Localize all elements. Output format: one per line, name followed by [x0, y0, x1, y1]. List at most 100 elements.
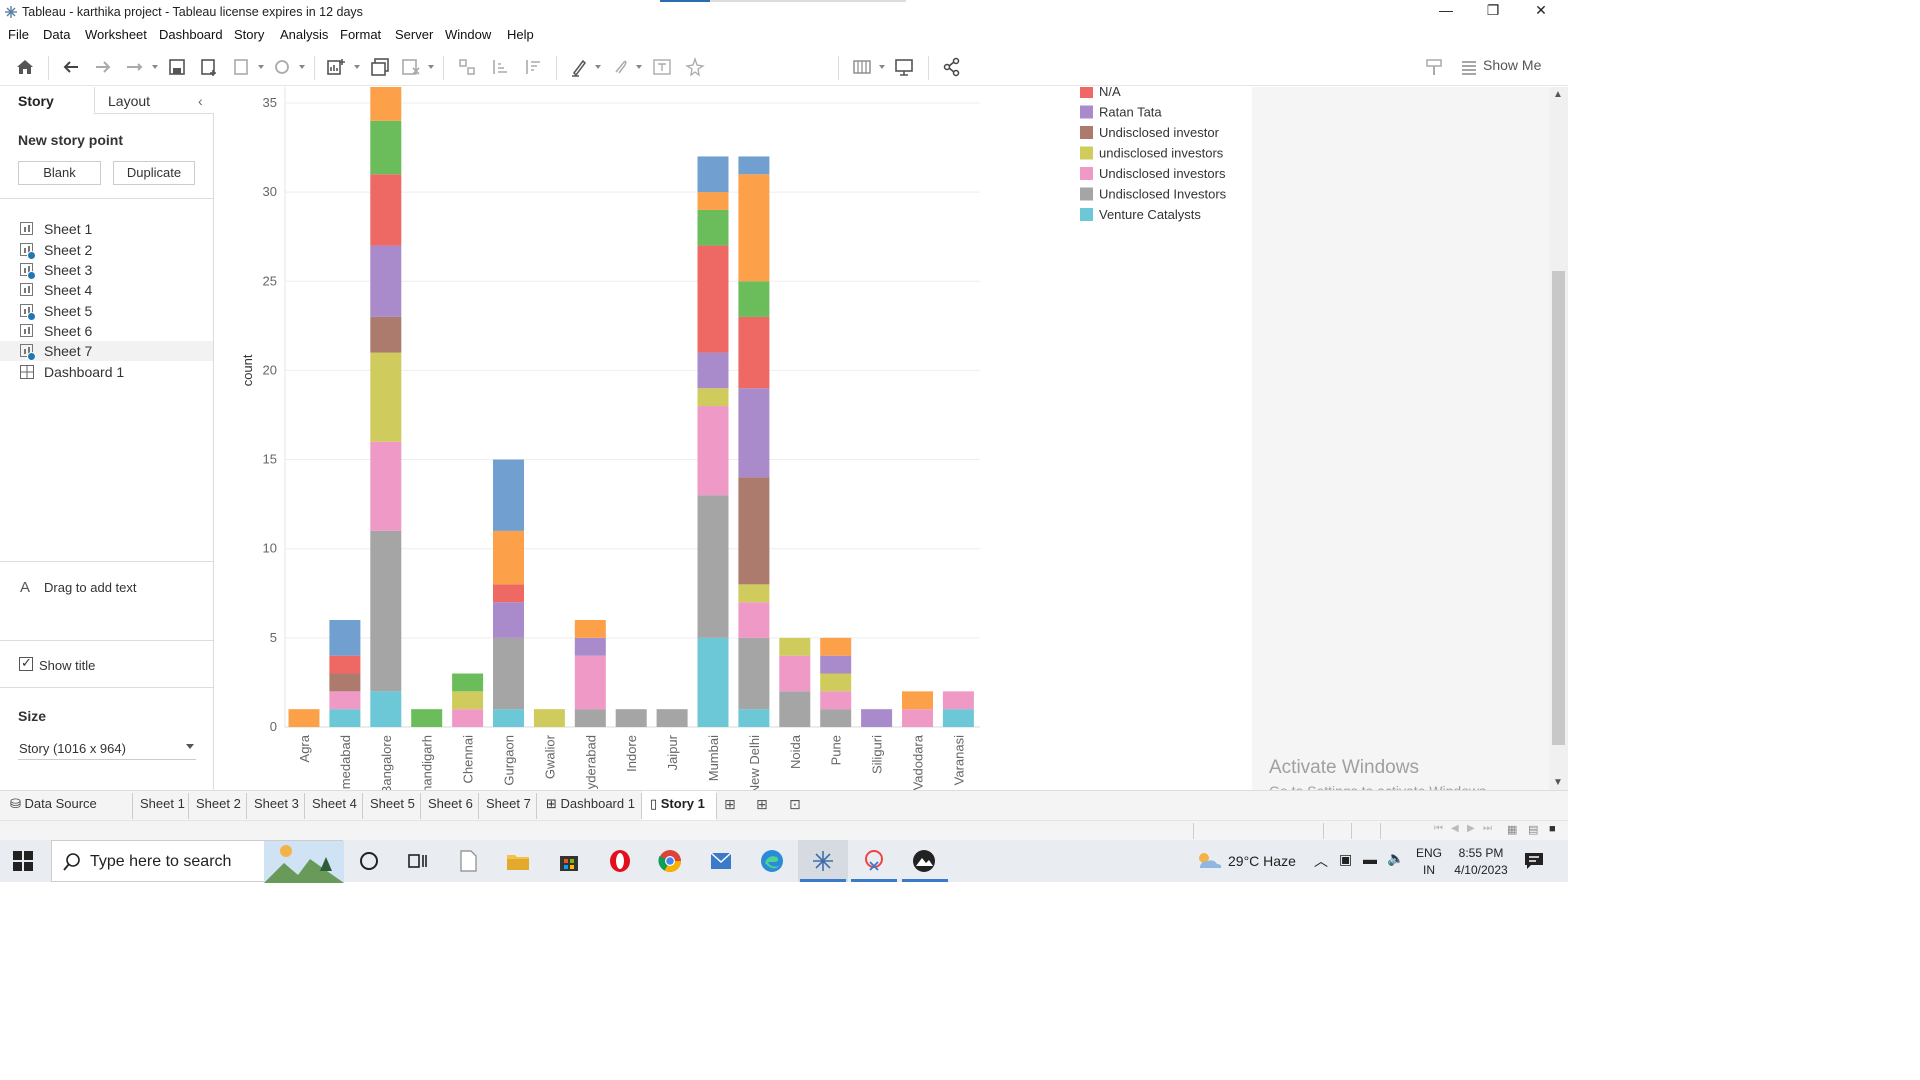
pause-updates-icon[interactable] — [230, 56, 252, 78]
meet-now-icon[interactable]: ▣ — [1339, 851, 1353, 867]
replay-dropdown-icon[interactable] — [152, 65, 158, 69]
notifications-icon[interactable] — [1523, 851, 1545, 871]
fix-axes-icon[interactable] — [684, 56, 706, 78]
highlight-dropdown-icon[interactable] — [595, 65, 601, 69]
menu-file[interactable]: File — [8, 27, 29, 42]
swap-rows-columns-icon[interactable] — [456, 56, 478, 78]
menu-dashboard[interactable]: Dashboard — [159, 27, 223, 42]
menu-format[interactable]: Format — [340, 27, 382, 42]
tab-sheet-2[interactable]: Sheet 2 — [196, 796, 241, 811]
menu-data[interactable]: Data — [43, 27, 71, 42]
photos-icon[interactable] — [911, 848, 937, 874]
file-icon[interactable] — [455, 848, 481, 874]
tray-chevron-up-icon[interactable]: ︿ — [1314, 853, 1328, 869]
sheet-item-sheet-1[interactable]: Sheet 1 — [0, 219, 213, 239]
vertical-scrollbar[interactable]: ▲ ▼ — [1549, 87, 1568, 790]
menu-help[interactable]: Help — [507, 27, 534, 42]
scroll-up-icon[interactable]: ▲ — [1553, 89, 1563, 100]
tab-story[interactable]: Story — [0, 87, 94, 114]
redo-icon[interactable] — [92, 56, 114, 78]
edge-icon[interactable] — [759, 848, 785, 874]
scroll-down-icon[interactable]: ▼ — [1553, 777, 1563, 788]
tabs-view-icon[interactable]: ■ — [1549, 823, 1556, 835]
restore-button[interactable]: ❐ — [1486, 2, 1500, 18]
new-dashboard-tab-icon[interactable]: ⊞ — [756, 796, 768, 812]
file-explorer-icon[interactable] — [505, 848, 531, 874]
collapse-panel-icon[interactable]: ‹ — [198, 93, 203, 109]
menu-analysis[interactable]: Analysis — [280, 27, 329, 42]
snipping-tool-icon[interactable] — [861, 848, 887, 874]
share-icon[interactable] — [941, 56, 963, 78]
last-sheet-icon[interactable]: ⏭ — [1483, 823, 1492, 834]
duplicate-button[interactable]: Duplicate — [113, 161, 195, 185]
clear-sheet-icon[interactable] — [400, 56, 422, 78]
scroll-thumb[interactable] — [1552, 271, 1565, 745]
first-sheet-icon[interactable]: ⏮ — [1434, 823, 1443, 834]
next-sheet-icon[interactable]: ▶ — [1467, 823, 1475, 834]
pause-dropdown-icon[interactable] — [258, 65, 264, 69]
sheet-item-sheet-2[interactable]: Sheet 2 — [0, 240, 213, 260]
new-worksheet-tab-icon[interactable]: ⊞ — [724, 796, 736, 812]
language-indicator[interactable]: ENG IN — [1416, 845, 1442, 879]
tab-sheet-7[interactable]: Sheet 7 — [486, 796, 531, 811]
tableau-taskbar-icon[interactable] — [810, 848, 836, 874]
presentation-mode-icon[interactable] — [893, 56, 915, 78]
clear-dropdown-icon[interactable] — [428, 65, 434, 69]
sheet-sorter-icon[interactable]: ▦ — [1507, 824, 1518, 836]
tab-dashboard-1[interactable]: ⊞ Dashboard 1 — [546, 796, 635, 816]
volume-icon[interactable]: 🔈 — [1387, 850, 1405, 866]
sort-descending-icon[interactable] — [522, 56, 544, 78]
size-dropdown[interactable]: Story (1016 x 964) — [18, 740, 196, 760]
tab-sheet-1[interactable]: Sheet 1 — [140, 796, 185, 811]
sort-ascending-icon[interactable] — [489, 56, 511, 78]
chrome-icon[interactable] — [657, 848, 683, 874]
undo-icon[interactable] — [60, 56, 82, 78]
cortana-icon[interactable] — [356, 848, 382, 874]
refresh-dropdown-icon[interactable] — [299, 65, 305, 69]
sheet-item-dashboard-1[interactable]: Dashboard 1 — [0, 362, 213, 382]
duplicate-sheet-icon[interactable] — [369, 56, 391, 78]
show-me-button[interactable]: Show Me — [1483, 57, 1542, 73]
microsoft-store-icon[interactable] — [556, 848, 582, 874]
menu-worksheet[interactable]: Worksheet — [85, 27, 147, 42]
replay-icon[interactable] — [124, 56, 146, 78]
drag-to-add-text[interactable]: Drag to add text — [44, 580, 137, 595]
highlight-icon[interactable] — [569, 56, 591, 78]
opera-icon[interactable] — [607, 848, 633, 874]
weather-text[interactable]: 29°C Haze — [1228, 853, 1296, 869]
taskbar-search-box[interactable]: Type here to search — [51, 840, 344, 883]
sheet-item-sheet-4[interactable]: Sheet 4 — [0, 280, 213, 300]
clock[interactable]: 8:55 PM 4/10/2023 — [1451, 845, 1511, 879]
sheet-item-sheet-5[interactable]: Sheet 5 — [0, 301, 213, 321]
mail-icon[interactable] — [708, 848, 734, 874]
tab-sheet-3[interactable]: Sheet 3 — [254, 796, 299, 811]
tab-sheet-4[interactable]: Sheet 4 — [312, 796, 357, 811]
format-painter-icon[interactable] — [1423, 56, 1445, 78]
tab-layout[interactable]: Layout — [94, 87, 214, 114]
show-cards-icon[interactable] — [852, 56, 874, 78]
weather-haze-icon[interactable] — [1194, 850, 1224, 872]
sheet-item-sheet-3[interactable]: Sheet 3 — [0, 260, 213, 280]
task-view-icon[interactable] — [404, 848, 430, 874]
new-sheet-dropdown-icon[interactable] — [354, 65, 360, 69]
group-dropdown-icon[interactable] — [636, 65, 642, 69]
close-button[interactable]: ✕ — [1535, 2, 1547, 18]
windows-start-icon[interactable] — [13, 851, 33, 871]
group-members-icon[interactable] — [609, 56, 631, 78]
data-source-tab[interactable]: ⛁ Data Source — [10, 796, 97, 816]
prev-sheet-icon[interactable]: ◀ — [1451, 823, 1459, 834]
blank-button[interactable]: Blank — [18, 161, 101, 185]
tab-sheet-6[interactable]: Sheet 6 — [428, 796, 473, 811]
show-mark-labels-icon[interactable] — [651, 56, 673, 78]
show-me-icon[interactable] — [1459, 57, 1481, 79]
menu-server[interactable]: Server — [395, 27, 434, 42]
filmstrip-icon[interactable]: ▤ — [1528, 824, 1539, 836]
home-icon[interactable] — [14, 56, 36, 78]
text-object-icon[interactable]: A — [20, 579, 31, 596]
tab-story-1[interactable]: ▯ Story 1 — [650, 796, 705, 816]
show-title-checkbox[interactable]: ✓ — [19, 655, 33, 671]
minimize-button[interactable]: — — [1439, 2, 1453, 18]
tab-sheet-5[interactable]: Sheet 5 — [370, 796, 415, 811]
battery-icon[interactable]: ▬ — [1363, 851, 1377, 867]
sheet-item-sheet-6[interactable]: Sheet 6 — [0, 321, 213, 341]
